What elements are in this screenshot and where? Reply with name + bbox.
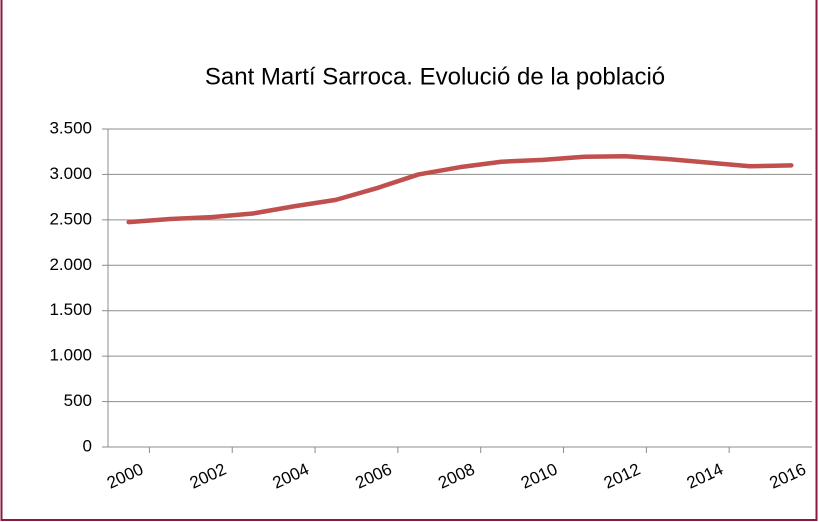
y-tick-label: 1.000: [49, 346, 92, 365]
y-tick-label: 3.500: [49, 118, 92, 137]
y-tick-label: 2.500: [49, 209, 92, 228]
y-tick-label: 500: [64, 391, 92, 410]
y-tick-label: 3.000: [49, 164, 92, 183]
y-tick-label: 1.500: [49, 300, 92, 319]
y-tick-label: 0: [83, 436, 92, 455]
y-tick-label: 2.000: [49, 255, 92, 274]
line-series: [126, 154, 794, 225]
chart-title: Sant Martí Sarroca. Evolució de la pobla…: [205, 63, 665, 90]
